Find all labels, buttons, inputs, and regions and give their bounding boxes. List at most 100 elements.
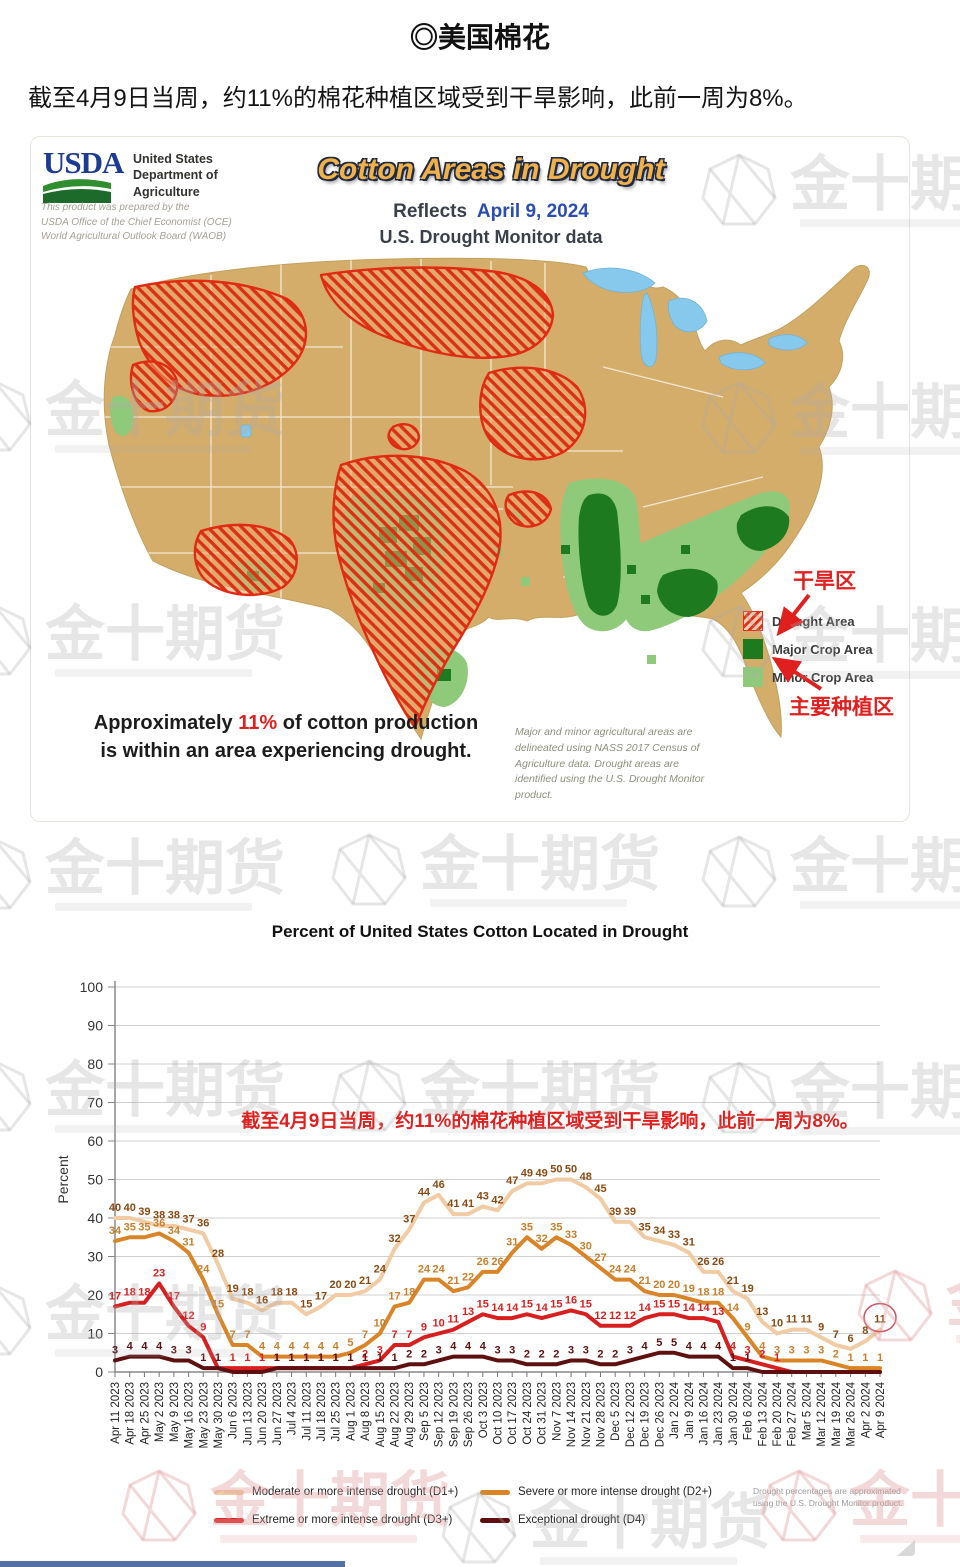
point-label: 18 [241,1287,253,1299]
series-line-0 [113,1177,882,1351]
point-label: 24 [418,1264,431,1276]
point-label: 14 [506,1302,519,1314]
point-label: 30 [580,1241,592,1253]
point-label: 43 [477,1190,489,1202]
point-label: 18 [285,1287,297,1299]
point-label: 3 [112,1344,118,1356]
x-tick-label: Nov 7 2023 [551,1382,563,1441]
point-label: 4 [141,1341,148,1353]
x-tick-label: Jul 11 2023 [301,1382,313,1441]
point-label: 14 [491,1302,504,1314]
point-label: 3 [818,1344,824,1356]
point-label: 13 [462,1306,474,1318]
point-label: 15 [212,1298,224,1310]
point-label: 4 [318,1341,325,1353]
x-tick-label: Dec 19 2023 [640,1382,652,1447]
point-label: 4 [127,1341,134,1353]
point-label: 3 [171,1344,177,1356]
x-tick-label: Nov 28 2023 [595,1382,607,1447]
point-label: 33 [565,1229,577,1241]
point-label: 3 [185,1344,191,1356]
point-label: 7 [833,1329,839,1341]
drought-region [129,266,587,729]
x-tick-label: Oct 10 2023 [493,1382,505,1445]
point-label: 4 [450,1341,457,1353]
approx-suffix: of cotton production is within an area e… [100,712,479,762]
x-tick-label: Jun 20 2023 [257,1382,269,1445]
usda-swoosh-icon [43,179,111,203]
point-label: 3 [568,1344,574,1356]
major-crop-label: Major Crop Area [772,641,873,657]
approx-percent: 11% [238,712,278,734]
point-label: 2 [612,1348,618,1360]
point-label: 5 [347,1337,353,1349]
point-label: 18 [271,1287,283,1299]
point-label: 34 [109,1225,122,1237]
map-title: Cotton Areas in Drought [317,153,665,186]
x-tick-label: Jun 6 2023 [228,1382,240,1439]
x-tick-label: Oct 31 2023 [537,1382,549,1445]
x-tick-label: Feb 27 2024 [787,1381,799,1446]
point-label: 15 [477,1298,489,1310]
watermark-logo-icon [441,1491,517,1564]
legend-label: Exceptional drought (D4) [518,1514,646,1526]
point-label: 10 [433,1318,445,1330]
x-tick-label: Apr 18 2023 [125,1382,137,1445]
point-label: 33 [668,1229,680,1241]
x-tick-label: Jan 23 2024 [713,1381,725,1445]
point-label: 1 [303,1352,309,1364]
point-label: 18 [403,1287,415,1299]
point-label: 2 [553,1348,559,1360]
point-label: 31 [683,1237,695,1249]
point-label: 19 [227,1283,239,1295]
point-label: 4 [303,1341,310,1353]
legend-swatch-icon [214,1489,244,1495]
point-label: 1 [244,1352,250,1364]
x-tick-label: Jul 4 2023 [287,1382,299,1435]
x-tick-label: Feb 20 2024 [772,1381,784,1446]
y-tick-label: 10 [87,1326,103,1342]
point-label: 2 [597,1348,603,1360]
point-label: 1 [318,1352,324,1364]
point-label: 4 [759,1341,766,1353]
x-tick-label: Sep 12 2023 [434,1382,446,1447]
usda-agency-text: United States Department of Agriculture [133,152,218,199]
x-tick-label: Mar 19 2024 [831,1381,843,1446]
x-tick-label: May 2 2023 [154,1382,166,1442]
point-label: 4 [465,1341,472,1353]
watermark-logo-icon [0,606,32,676]
prepared-by-text: This product was prepared by the USDA Of… [41,202,232,242]
point-label: 1 [230,1352,236,1364]
watermark-logo-icon [701,835,777,908]
point-label: 1 [318,1352,324,1364]
point-label: 26 [491,1256,503,1268]
point-label: 3 [803,1344,809,1356]
point-label: 8 [862,1325,868,1337]
point-label: 41 [462,1198,474,1210]
point-label: 2 [539,1348,545,1360]
point-label: 41 [447,1198,459,1210]
point-label: 2 [759,1348,765,1360]
x-tick-label: Oct 24 2023 [522,1382,534,1445]
point-label: 4 [480,1341,487,1353]
page-title: ◎美国棉花 [409,22,550,53]
legend-swatch-icon [480,1489,510,1495]
series-line-1 [113,1231,882,1371]
chart-footnote: Drought percentages are approximated usi… [753,1486,903,1508]
point-label: 4 [274,1341,281,1353]
bottom-bar [0,1561,345,1567]
map-legend-item-major-crop: Major Crop Area [743,639,908,659]
watermark: 金十期货 [330,832,660,910]
point-label: 18 [697,1287,709,1299]
x-tick-label: Jun 13 2023 [242,1382,254,1445]
point-label: 7 [230,1329,236,1341]
point-label: 20 [653,1279,665,1291]
watermark: 金十期货 [440,1490,770,1567]
watermark-tagline-icon [800,901,960,909]
point-label: 12 [182,1310,194,1322]
point-label: 5 [671,1337,677,1349]
point-label: 2 [524,1348,530,1360]
watermark: 金十期货 [0,836,285,914]
x-tick-label: Oct 17 2023 [507,1382,519,1445]
y-tick-label: 0 [95,1364,103,1380]
